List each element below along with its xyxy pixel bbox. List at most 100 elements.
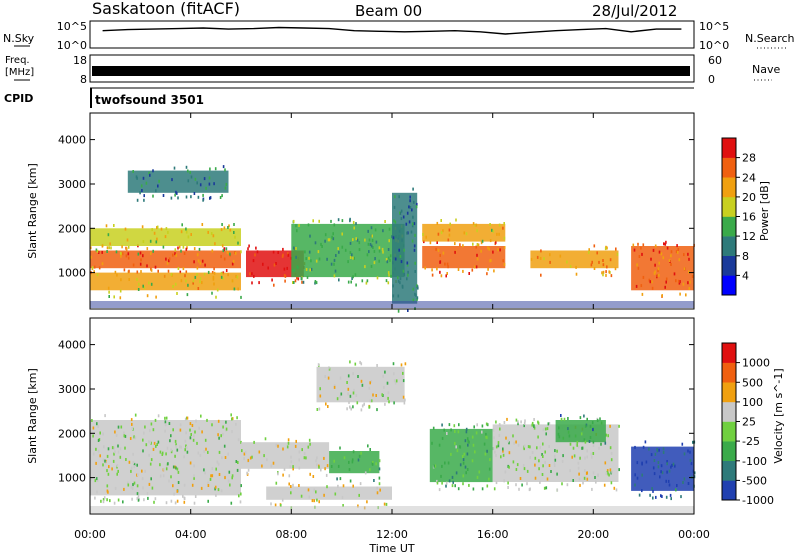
data-speckle bbox=[507, 464, 509, 468]
data-speckle bbox=[170, 434, 172, 438]
colorbar-tick-label: 1000 bbox=[742, 357, 770, 370]
data-speckle bbox=[578, 477, 581, 481]
data-speckle bbox=[348, 400, 350, 404]
data-speckle bbox=[139, 191, 141, 195]
data-speckle bbox=[589, 435, 592, 439]
power-ylabel: Slant Range [km] bbox=[26, 163, 39, 259]
data-speckle bbox=[459, 445, 462, 449]
data-speckle bbox=[462, 474, 465, 478]
data-speckle bbox=[665, 280, 667, 284]
data-speckle bbox=[611, 470, 613, 474]
data-speckle bbox=[128, 278, 130, 281]
data-speckle bbox=[193, 501, 196, 505]
data-speckle bbox=[436, 267, 438, 271]
data-speckle bbox=[683, 267, 686, 271]
data-speckle bbox=[368, 386, 371, 390]
data-speckle bbox=[467, 443, 469, 447]
data-speckle bbox=[687, 449, 689, 453]
data-speckle bbox=[347, 374, 350, 378]
data-speckle bbox=[542, 442, 544, 446]
data-speckle bbox=[638, 493, 641, 497]
data-speckle bbox=[529, 456, 531, 460]
data-speckle bbox=[503, 222, 505, 225]
data-speckle bbox=[225, 420, 227, 424]
data-speckle bbox=[177, 267, 180, 270]
data-speckle bbox=[515, 440, 517, 444]
data-speckle bbox=[156, 443, 158, 446]
data-speckle bbox=[492, 229, 495, 233]
data-speckle bbox=[177, 246, 179, 250]
data-speckle bbox=[398, 248, 400, 252]
data-speckle bbox=[267, 266, 269, 270]
data-speckle bbox=[209, 167, 211, 171]
data-speckle bbox=[471, 435, 474, 439]
data-speckle bbox=[378, 259, 380, 263]
data-speckle bbox=[168, 422, 171, 425]
colorbar-swatch bbox=[722, 460, 736, 481]
colorbar-tick-label: -500 bbox=[742, 474, 767, 487]
data-speckle bbox=[170, 196, 173, 200]
data-speckle bbox=[333, 258, 336, 262]
data-speckle bbox=[476, 475, 479, 479]
data-speckle bbox=[137, 252, 140, 256]
data-speckle bbox=[266, 458, 268, 462]
data-speckle bbox=[308, 256, 310, 260]
data-speckle bbox=[658, 250, 661, 254]
data-speckle bbox=[675, 279, 677, 283]
data-speckle bbox=[157, 440, 160, 444]
data-speckle bbox=[100, 499, 102, 503]
data-speckle bbox=[243, 457, 245, 461]
data-speckle bbox=[652, 489, 654, 493]
data-speckle bbox=[583, 476, 586, 480]
data-speckle bbox=[309, 442, 311, 446]
data-speckle bbox=[413, 248, 416, 252]
data-speckle bbox=[162, 245, 165, 249]
data-speckle bbox=[406, 263, 409, 267]
data-speckle bbox=[657, 268, 659, 272]
freq-tick-high: 18 bbox=[73, 54, 87, 67]
data-speckle bbox=[168, 259, 170, 263]
data-speckle bbox=[365, 281, 368, 285]
data-speckle bbox=[176, 467, 179, 471]
data-speckle bbox=[591, 421, 594, 425]
data-speckle bbox=[337, 484, 339, 488]
data-speckle bbox=[515, 483, 517, 487]
data-speckle bbox=[106, 454, 109, 458]
data-speckle bbox=[346, 407, 348, 411]
data-speckle bbox=[277, 444, 279, 448]
data-speckle bbox=[185, 230, 188, 234]
data-speckle bbox=[199, 280, 201, 284]
data-speckle bbox=[180, 249, 182, 253]
data-speckle bbox=[654, 452, 657, 456]
data-speckle bbox=[431, 273, 434, 277]
data-speckle bbox=[553, 454, 556, 458]
data-speckle bbox=[318, 407, 321, 411]
data-speckle bbox=[147, 496, 149, 500]
data-speckle bbox=[474, 450, 476, 454]
data-speckle bbox=[229, 483, 231, 487]
data-speckle bbox=[519, 477, 522, 480]
data-speckle bbox=[133, 435, 135, 439]
data-speckle bbox=[211, 291, 213, 295]
data-speckle bbox=[193, 464, 195, 468]
data-speckle bbox=[132, 170, 134, 173]
data-speckle bbox=[604, 461, 607, 465]
data-speckle bbox=[293, 268, 296, 272]
data-speckle bbox=[677, 248, 680, 251]
data-speckle bbox=[160, 227, 163, 231]
data-speckle bbox=[423, 240, 425, 244]
data-speckle bbox=[543, 257, 545, 261]
data-speckle bbox=[425, 235, 427, 239]
data-speckle bbox=[658, 273, 660, 277]
data-speckle bbox=[124, 434, 127, 438]
data-speckle bbox=[442, 251, 445, 255]
data-speckle bbox=[150, 458, 153, 462]
data-speckle bbox=[128, 269, 130, 273]
data-speckle bbox=[157, 414, 160, 418]
data-speckle bbox=[616, 252, 619, 256]
data-speckle bbox=[235, 422, 237, 426]
data-speckle bbox=[330, 219, 332, 223]
data-speckle bbox=[152, 428, 155, 432]
data-speckle bbox=[437, 232, 440, 236]
data-speckle bbox=[692, 440, 694, 444]
